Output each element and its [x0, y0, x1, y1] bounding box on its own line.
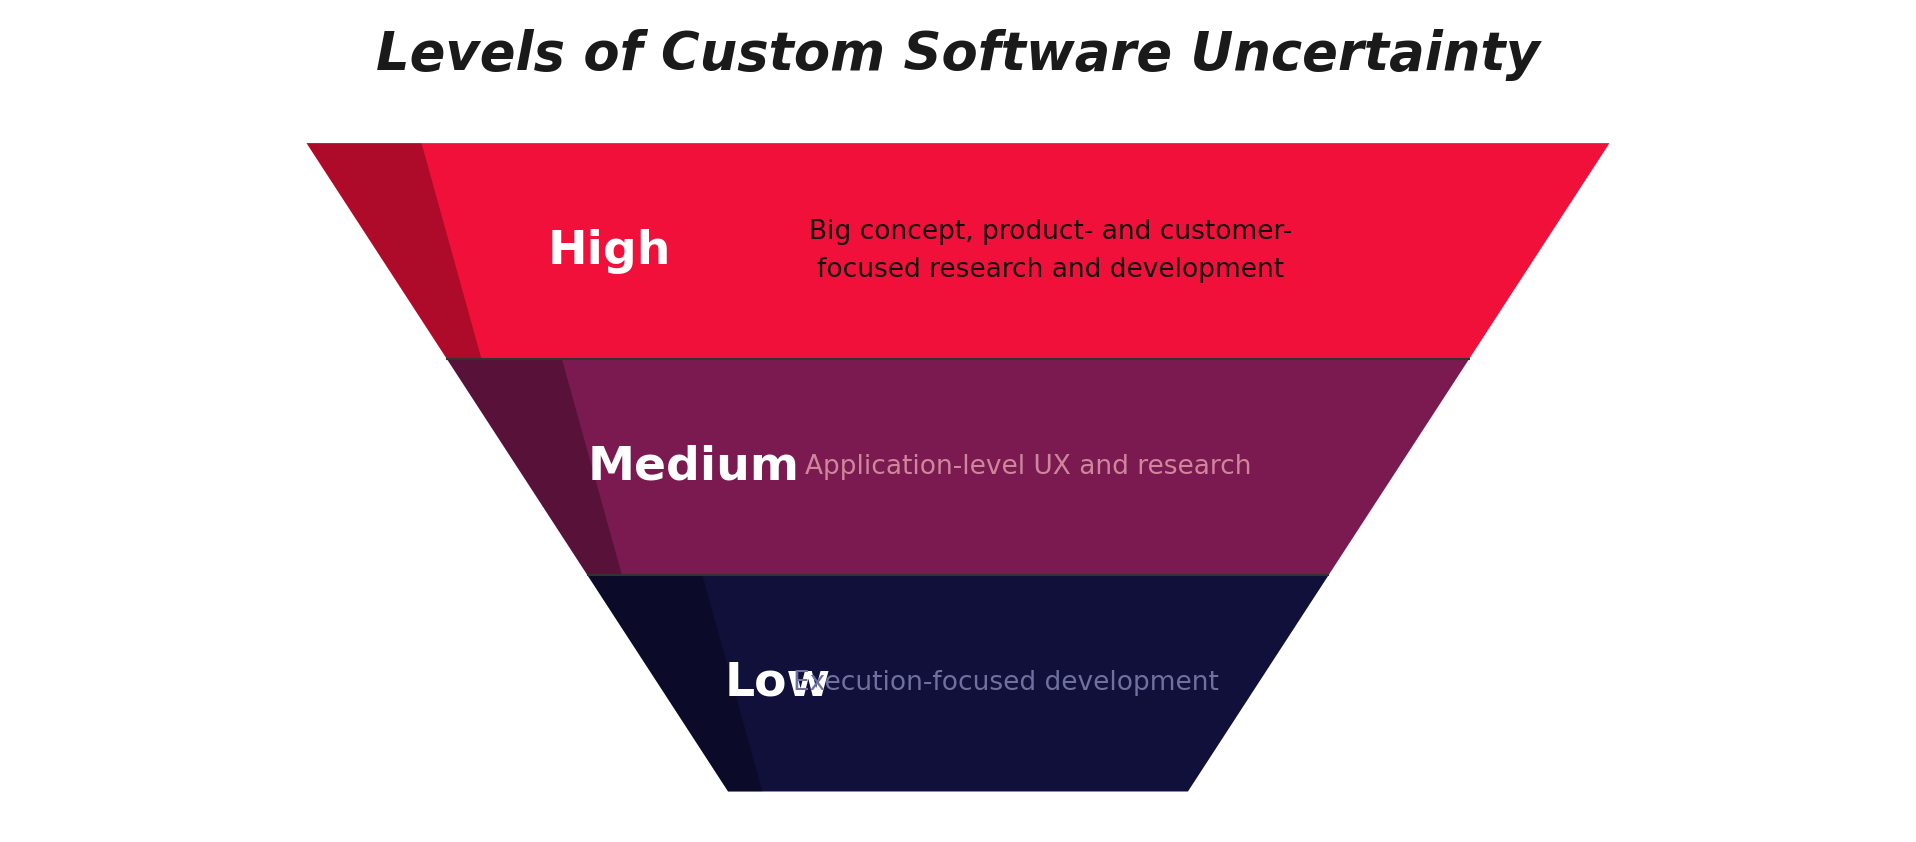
Polygon shape	[307, 143, 1609, 360]
Text: Low: Low	[724, 661, 832, 706]
Polygon shape	[446, 360, 1470, 575]
Polygon shape	[446, 360, 623, 575]
Polygon shape	[588, 575, 763, 791]
Text: Big concept, product- and customer-
focused research and development: Big concept, product- and customer- focu…	[809, 219, 1293, 283]
Text: High: High	[548, 229, 671, 274]
Text: Levels of Custom Software Uncertainty: Levels of Custom Software Uncertainty	[376, 29, 1540, 81]
Text: Medium: Medium	[588, 445, 799, 490]
Polygon shape	[588, 575, 1328, 791]
Polygon shape	[307, 143, 481, 360]
Text: Execution-focused development: Execution-focused development	[793, 670, 1219, 696]
Text: Application-level UX and research: Application-level UX and research	[805, 455, 1251, 480]
